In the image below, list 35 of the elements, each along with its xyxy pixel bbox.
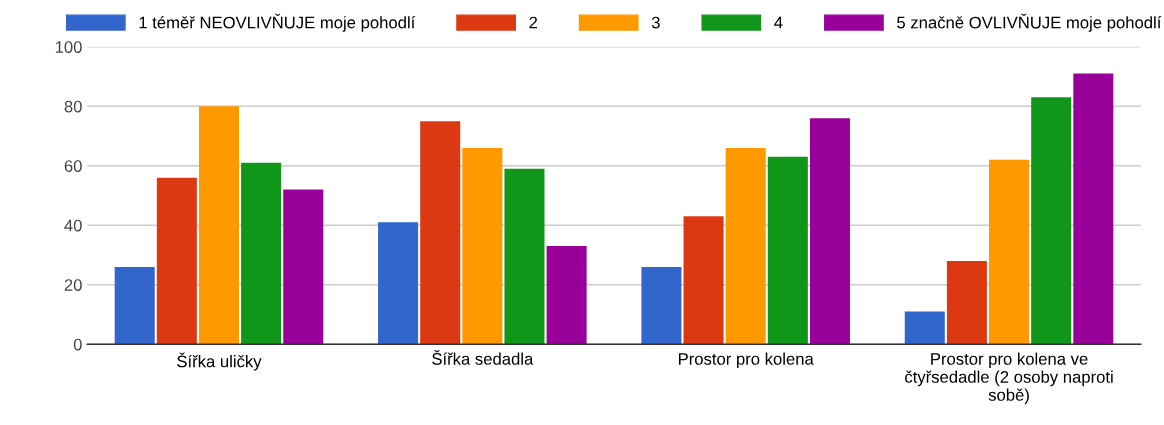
x-tick-label: Prostor pro kolena ve čtyřsedadle (2 osoby naproti sobě): [905, 352, 1113, 405]
bar: [462, 147, 503, 345]
bar: [904, 311, 945, 345]
bar: [283, 189, 324, 345]
bar: [725, 147, 766, 345]
bar: [241, 162, 282, 345]
legend-label: 5 značně OVLIVŇUJE moje pohodlí: [897, 13, 1162, 32]
bar: [1073, 73, 1114, 345]
bar: [198, 106, 239, 345]
bar: [641, 266, 682, 345]
bar: [420, 121, 461, 345]
bar: [767, 156, 808, 345]
legend-label: 4: [774, 16, 783, 29]
legend-label: 3: [651, 16, 660, 29]
x-tick-label: Prostor pro kolena: [678, 352, 814, 369]
bar: [504, 168, 545, 345]
bar: [946, 260, 987, 345]
y-tick-label: 0: [73, 338, 82, 351]
bar: [1031, 97, 1072, 345]
y-tick-label: 80: [64, 100, 82, 113]
bar: [156, 177, 197, 345]
x-tick-label: Šířka uličky: [177, 352, 262, 371]
y-tick-label: 40: [64, 219, 82, 232]
bar: [114, 266, 155, 345]
y-tick-label: 60: [64, 160, 82, 172]
y-tick-label: 100: [55, 41, 82, 53]
bar: [683, 216, 724, 345]
bar: [809, 118, 850, 345]
legend-label: 2: [529, 16, 538, 29]
bar: [378, 222, 419, 345]
legend-label: 1 téměř NEOVLIVŇUJE moje pohodlí: [139, 13, 416, 32]
bar: [546, 246, 587, 345]
x-tick-label: Šířka sedadla: [432, 350, 534, 365]
bar: [989, 159, 1030, 345]
y-tick-label: 20: [64, 279, 82, 291]
